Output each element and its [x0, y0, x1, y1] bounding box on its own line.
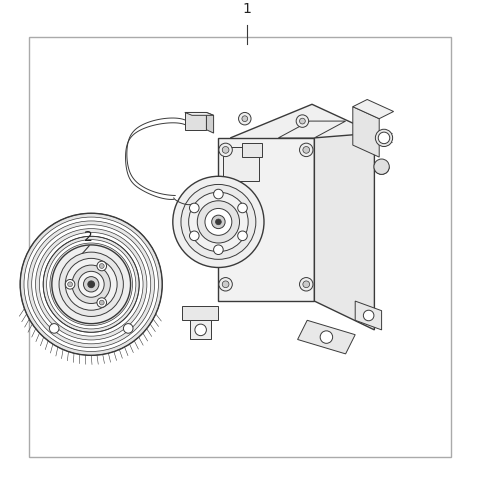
Circle shape — [190, 204, 199, 213]
Polygon shape — [230, 105, 374, 167]
Text: 2: 2 — [84, 230, 93, 244]
Circle shape — [78, 272, 104, 298]
Circle shape — [181, 185, 256, 260]
Bar — [29, 38, 451, 457]
Polygon shape — [278, 122, 346, 138]
Circle shape — [59, 253, 123, 317]
Polygon shape — [353, 107, 379, 158]
Circle shape — [300, 144, 313, 157]
Circle shape — [97, 298, 107, 308]
Circle shape — [242, 117, 248, 122]
Circle shape — [222, 147, 229, 154]
Circle shape — [57, 250, 126, 319]
Polygon shape — [185, 113, 206, 131]
Polygon shape — [185, 113, 214, 116]
Circle shape — [50, 243, 132, 326]
Circle shape — [303, 281, 310, 288]
Circle shape — [238, 231, 247, 241]
Circle shape — [99, 301, 104, 305]
Circle shape — [39, 233, 143, 336]
Circle shape — [320, 331, 333, 344]
Circle shape — [212, 216, 225, 229]
Circle shape — [72, 266, 110, 304]
Circle shape — [300, 278, 313, 291]
Circle shape — [53, 247, 129, 322]
Circle shape — [375, 130, 393, 147]
Bar — [242, 143, 262, 158]
Circle shape — [219, 278, 232, 291]
Bar — [223, 148, 259, 182]
Circle shape — [197, 201, 240, 243]
Circle shape — [238, 204, 247, 213]
Circle shape — [363, 311, 374, 321]
Circle shape — [378, 133, 390, 144]
Circle shape — [99, 264, 104, 269]
Circle shape — [49, 324, 59, 333]
Circle shape — [374, 160, 389, 175]
Circle shape — [97, 262, 107, 271]
Circle shape — [36, 229, 147, 340]
Circle shape — [296, 116, 309, 128]
Circle shape — [65, 280, 75, 289]
Circle shape — [303, 147, 310, 154]
Circle shape — [88, 281, 95, 288]
Polygon shape — [190, 320, 211, 340]
Circle shape — [205, 209, 232, 236]
Circle shape — [84, 277, 99, 292]
Circle shape — [173, 177, 264, 268]
Polygon shape — [218, 138, 314, 302]
Circle shape — [216, 220, 221, 225]
Circle shape — [300, 119, 305, 125]
Circle shape — [52, 245, 131, 324]
Circle shape — [222, 281, 229, 288]
Circle shape — [123, 324, 133, 333]
Circle shape — [68, 282, 72, 287]
Circle shape — [47, 240, 136, 329]
Circle shape — [214, 190, 223, 199]
Polygon shape — [314, 134, 374, 330]
Circle shape — [219, 144, 232, 157]
Circle shape — [195, 324, 206, 336]
Polygon shape — [353, 100, 394, 120]
Circle shape — [239, 113, 251, 126]
Circle shape — [32, 226, 151, 344]
Polygon shape — [182, 306, 218, 320]
Circle shape — [65, 259, 117, 311]
Circle shape — [24, 218, 158, 352]
Polygon shape — [298, 320, 355, 354]
Circle shape — [214, 245, 223, 255]
Circle shape — [20, 214, 162, 356]
Circle shape — [28, 222, 155, 348]
Circle shape — [190, 231, 199, 241]
Circle shape — [43, 237, 139, 333]
Polygon shape — [355, 302, 382, 330]
Polygon shape — [206, 113, 214, 134]
Circle shape — [189, 193, 248, 252]
Text: 1: 1 — [243, 2, 252, 16]
